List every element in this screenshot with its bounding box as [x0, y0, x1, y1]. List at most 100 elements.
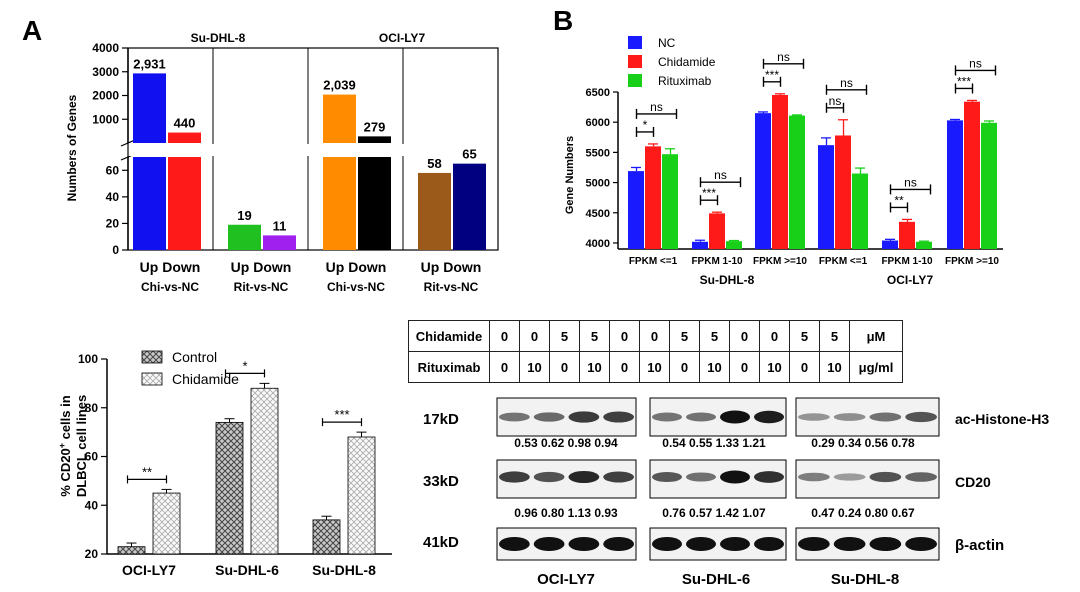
chart-b-sig-label: ns: [840, 76, 853, 90]
legend-label-chidamide-c: Chidamide: [172, 371, 239, 387]
chart-b-sig-label: ns: [904, 175, 917, 189]
dose-cell: 0: [519, 320, 550, 352]
blot-band: [720, 537, 750, 551]
blot-band: [603, 411, 634, 423]
blot-band: [568, 537, 600, 551]
chart-a-data-label: 440: [174, 116, 196, 131]
chart-b-bar-rituximab: [789, 115, 805, 249]
chart-c-x-tick-label: OCI-LY7: [122, 562, 176, 578]
blot-band: [798, 413, 830, 421]
chart-b-group-label: Su-DHL-8: [700, 273, 755, 287]
chart-b-bar-nc: [755, 113, 771, 249]
chart-b-sig-label: ns: [829, 94, 842, 108]
blot-band: [533, 537, 565, 551]
blot-band: [905, 472, 937, 482]
dose-cell: 0: [489, 351, 520, 383]
chart-c-ylabel-line1: % CD20+ cells in: [57, 395, 73, 496]
blot-band: [833, 413, 866, 421]
intensity-ratios-h3: 0.29 0.34 0.56 0.78: [811, 436, 915, 450]
blot-band: [499, 412, 530, 422]
chart-c-y-tick-label: 60: [85, 450, 99, 464]
blot-band: [652, 412, 682, 422]
chart-c-y-tick-label: 40: [85, 498, 99, 512]
blot-band: [603, 471, 634, 483]
blot-band: [568, 411, 600, 423]
chart-c-y-tick-label: 100: [78, 352, 98, 366]
chart-a-y-tick-label: 40: [106, 190, 120, 204]
blot-band: [869, 471, 902, 483]
chart-a-bar-lower: [133, 157, 166, 250]
chart-b-y-tick-label: 4000: [586, 238, 610, 250]
dose-cell: 10: [639, 351, 670, 383]
chart-a-x-tick-label: Up Down: [326, 259, 387, 275]
chart-a-y-tick-label: 0: [112, 243, 119, 257]
dose-cell: 0: [639, 320, 670, 352]
cell-line-label: Su-DHL-6: [682, 571, 750, 588]
chart-b-bar-chidamide: [899, 221, 915, 249]
chart-b-bar-nc: [882, 240, 898, 249]
chart-a-data-label: 11: [273, 218, 287, 233]
blot-band: [533, 412, 565, 422]
chart-b-bar-chidamide: [835, 135, 851, 249]
chart-a-bar-upper: [168, 132, 201, 143]
chart-b-x-tick-label: FPKM <=1: [819, 256, 868, 267]
blot-band: [720, 470, 750, 484]
chart-a-bar-upper: [133, 73, 166, 143]
blot-band: [754, 537, 784, 551]
chart-a-y-tick-label: 1000: [92, 112, 119, 126]
unit-cell: μg/ml: [849, 351, 903, 383]
dose-cell: 5: [669, 320, 700, 352]
chart-a-y-tick-label: 3000: [92, 65, 119, 79]
chart-c-bar-chidamide: [250, 387, 279, 555]
blot-band: [754, 471, 784, 483]
chart-c-cd20: % CD20+ cells in DLBCL cell lines 20 40 60…: [57, 349, 392, 578]
chart-b-group-label: OCI-LY7: [887, 273, 934, 287]
blot-band: [833, 473, 866, 481]
kd-label: 41kD: [423, 534, 459, 551]
blot-band: [652, 537, 682, 551]
legend-swatch-chidamide-c: [141, 372, 163, 386]
chart-b-y-tick-label: 5500: [586, 147, 610, 159]
row-label-chidamide: Chidamide: [408, 320, 490, 352]
chart-b-y-tick-label: 4500: [586, 208, 610, 220]
chart-c-ylabel-sup: +: [57, 443, 67, 448]
chart-a-frame: [127, 47, 499, 251]
chart-a-gene-counts: Numbers of Genes Su-DHL-8 OCI-LY7 0 20 40 6…: [65, 31, 499, 294]
chart-a-break-gap: [129, 144, 497, 156]
blot-band: [686, 537, 716, 551]
dose-cell: 0: [729, 320, 760, 352]
dose-cell: 10: [819, 351, 850, 383]
chart-a-data-label: 279: [364, 119, 386, 134]
chart-a-bar-lower: [168, 157, 201, 250]
chart-b-sig-label: ns: [650, 100, 663, 114]
legend-label-control: Control: [172, 349, 217, 365]
chart-a-x-tick-label: Up Down: [231, 259, 292, 275]
chart-a-y-tick-label: 20: [106, 216, 120, 230]
chart-a-comparison-label: Chi-vs-NC: [141, 280, 199, 294]
chart-c-bar-control: [117, 546, 146, 555]
chart-b-sig-label: **: [894, 193, 904, 207]
chart-b-bar-chidamide: [645, 146, 661, 249]
chart-a-bar-lower: [358, 157, 391, 250]
blot-band: [686, 472, 716, 482]
dose-cell: 0: [609, 351, 640, 383]
dose-cell: 5: [819, 320, 850, 352]
chart-b-y-tick-label: 6000: [586, 117, 610, 129]
chart-a-bar: [228, 224, 261, 250]
dose-cell: 0: [789, 351, 820, 383]
legend-label-chidamide: Chidamide: [658, 55, 716, 69]
treatment-table: Chidamide 0 0 5 5 0 0 5 5 0 0 5 5 μM Rit…: [408, 320, 903, 383]
chart-c-bar-chidamide: [347, 436, 376, 555]
chart-c-x-tick-label: Su-DHL-8: [312, 562, 376, 578]
chart-b-sig-label: ns: [969, 56, 982, 70]
chart-a-x-tick-label: Up Down: [140, 259, 201, 275]
dose-cell: 0: [609, 320, 640, 352]
chart-a-bar: [453, 163, 486, 250]
legend-swatch-control: [141, 350, 163, 364]
unit-cell: μM: [849, 320, 903, 352]
chart-a-comparison-label: Rit-vs-NC: [234, 280, 289, 294]
blot-band: [686, 412, 716, 422]
chart-a-data-label: 58: [427, 156, 441, 171]
dose-cell: 5: [699, 320, 730, 352]
chart-b-sig-label: ***: [765, 68, 779, 82]
